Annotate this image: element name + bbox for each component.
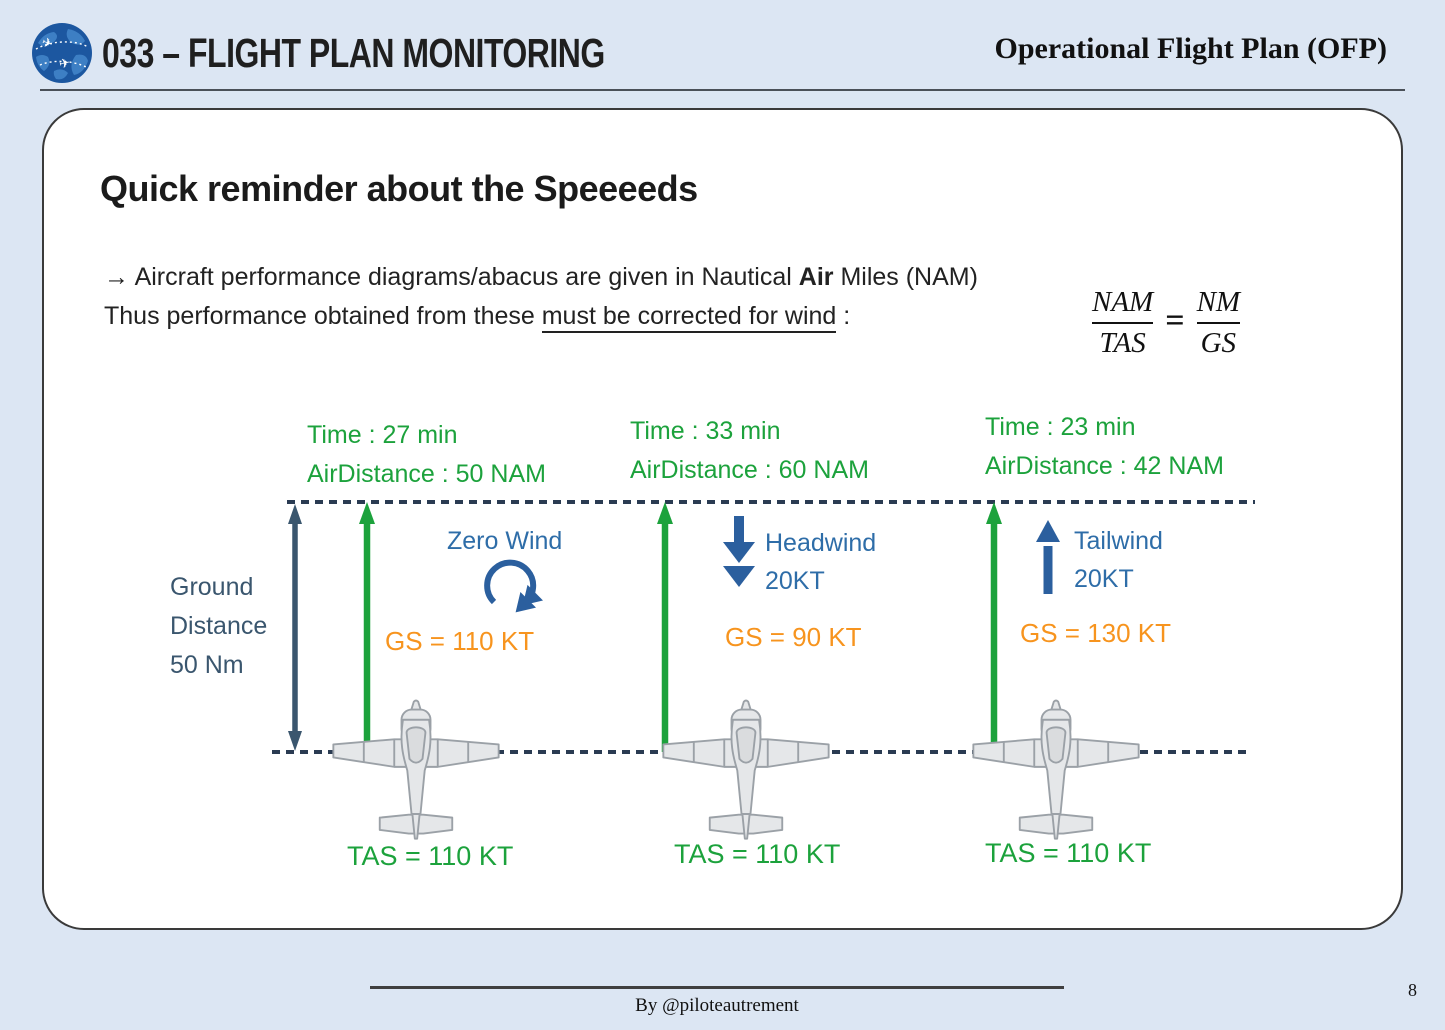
header-subtitle: Operational Flight Plan (OFP) [994, 32, 1387, 65]
scenario1-time: Time : 27 min [307, 421, 458, 449]
intro-line1-prefix: → Aircraft performance diagrams/abacus a… [104, 263, 799, 291]
scenario2-wind-label: Headwind 20KT [765, 529, 877, 595]
airplane-top-view-icon [659, 698, 833, 843]
svg-text:✈: ✈ [40, 35, 55, 53]
fraction-right: NM GS [1196, 286, 1241, 360]
fraction-left: NAM TAS [1092, 286, 1154, 360]
scenario2-time-airdistance: Time : 33 min AirDistance : 60 NAM [630, 412, 869, 490]
intro-line2-underlined: must be corrected for wind [541, 302, 837, 333]
air-distance-dashed-line [287, 500, 1255, 504]
header-divider [40, 89, 1405, 91]
nam-tas-formula: NAM TAS = NM GS [1092, 286, 1241, 360]
svg-text:✈: ✈ [58, 56, 72, 73]
scenario1-airdistance: AirDistance : 50 NAM [307, 460, 546, 488]
footer-divider [370, 986, 1064, 989]
scenario2-time: Time : 33 min [630, 417, 781, 445]
scenario2-groundspeed: GS = 90 KT [725, 622, 862, 652]
formula-nm: NM [1196, 286, 1241, 318]
airplane-top-view-icon [969, 698, 1143, 843]
formula-nam: NAM [1092, 286, 1154, 318]
ground-distance-label: Ground Distance 50 Nm [170, 573, 268, 679]
fraction-bar [1196, 322, 1241, 324]
formula-tas: TAS [1099, 327, 1146, 359]
scenario3-airdistance: AirDistance : 42 NAM [985, 452, 1224, 480]
scenario3-airpath-arrow-icon [985, 502, 1003, 757]
scenario3-time-airdistance: Time : 23 min AirDistance : 42 NAM [985, 408, 1224, 486]
ground-distance-double-arrow-icon [286, 504, 304, 756]
formula-equals: = [1165, 302, 1185, 339]
tailwind-up-arrow-icon [1034, 518, 1062, 601]
scenario1-tas: TAS = 110 KT [347, 841, 514, 871]
airplane-top-view-icon [329, 698, 503, 843]
intro-line-2: Thus performance obtained from these mus… [104, 302, 851, 333]
author-credit: By @piloteautrement [635, 995, 799, 1016]
headwind-down-arrow-icon [721, 516, 757, 599]
globe-logo-icon: ✈ ✈ [30, 21, 94, 85]
scenario2-airdistance: AirDistance : 60 NAM [630, 456, 869, 484]
card-heading: Quick reminder about the Speeeeds [100, 168, 698, 209]
circular-arrow-icon [478, 558, 546, 631]
scenario1-time-airdistance: Time : 27 min AirDistance : 50 NAM [307, 416, 546, 494]
scenario1-airpath-arrow-icon [358, 502, 376, 757]
intro-line2-suffix: : [836, 302, 851, 330]
page-title: 033 – FLIGHT PLAN MONITORING [102, 30, 605, 77]
formula-gs: GS [1200, 327, 1237, 359]
scenario3-groundspeed: GS = 130 KT [1020, 618, 1172, 648]
content-card: Quick reminder about the Speeeeds → Airc… [42, 108, 1403, 930]
fraction-bar [1092, 322, 1154, 324]
intro-line2-prefix: Thus performance obtained from these [104, 302, 542, 330]
scenario1-wind-label: Zero Wind [447, 527, 563, 555]
scenario3-tas: TAS = 110 KT [985, 838, 1152, 868]
page-number: 8 [1408, 980, 1417, 1000]
scenario2-tas: TAS = 110 KT [674, 839, 841, 869]
intro-line1-bold: Air [798, 263, 834, 291]
intro-line-1: → Aircraft performance diagrams/abacus a… [104, 263, 978, 292]
scenario1-groundspeed: GS = 110 KT [385, 626, 535, 656]
scenario3-time: Time : 23 min [985, 413, 1136, 441]
scenario3-wind-label: Tailwind 20KT [1074, 527, 1163, 593]
scenario2-airpath-arrow-icon [656, 502, 674, 757]
intro-line1-suffix: Miles (NAM) [833, 263, 978, 291]
